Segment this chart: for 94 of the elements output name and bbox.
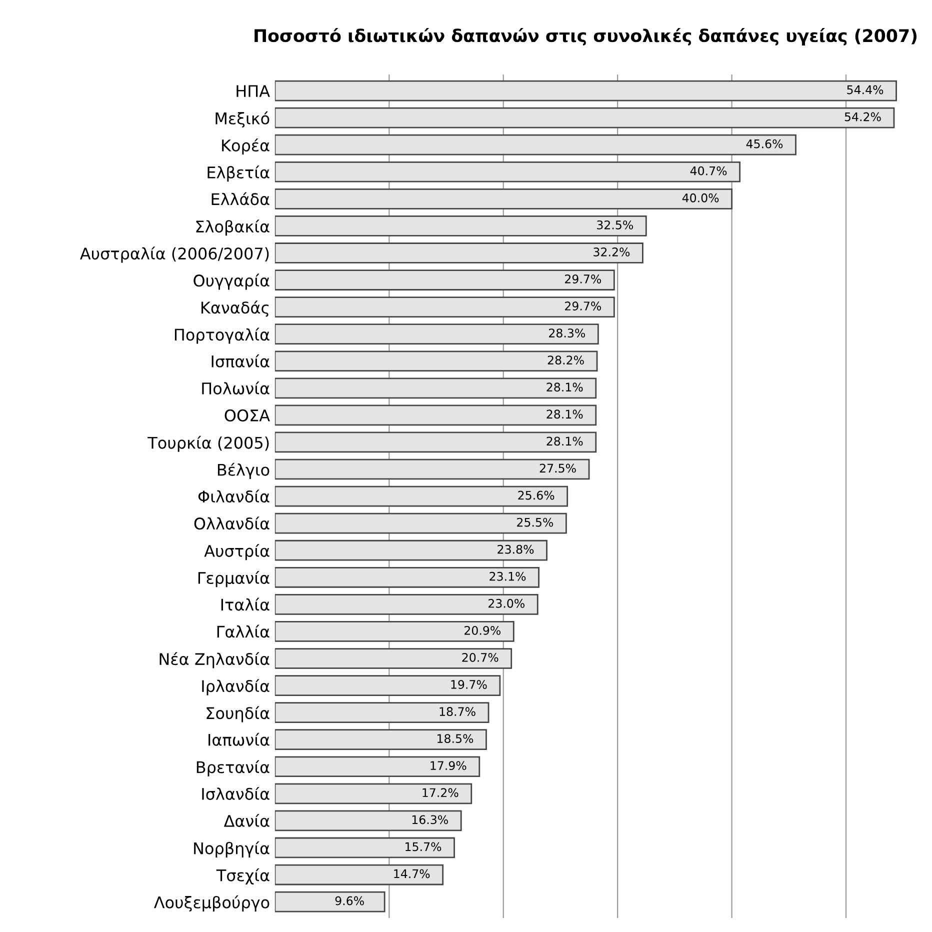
y-tick-label: Τσεχία: [216, 868, 270, 884]
data-label: 29.7%: [565, 302, 602, 310]
y-tick-label: Κορέα: [222, 138, 270, 155]
data-label: 18.7%: [440, 707, 476, 716]
y-tick-label: Βρετανία: [196, 760, 270, 776]
y-tick-label: ΗΠΑ: [236, 85, 270, 97]
y-tick-label: Γερμανία: [198, 571, 270, 588]
bar: [274, 621, 514, 642]
y-tick-label: Λουξεμβούργο: [154, 895, 270, 912]
data-label: 17.9%: [430, 761, 466, 770]
bar: [274, 810, 462, 832]
bar: [274, 756, 480, 778]
data-label: 9.6%: [335, 896, 364, 906]
data-label: 17.2%: [422, 788, 458, 798]
chart-title: Ποσοστό ιδιωτικών δαπανών στις συνολικές δαπάνες υγείας (2007): [254, 28, 917, 46]
y-tick-label: Φιλανδία: [198, 490, 270, 503]
y-tick-label: Πολωνία: [202, 381, 270, 394]
bar: [274, 404, 597, 426]
data-label: 40.0%: [682, 193, 719, 202]
y-tick-label: Νορβηγία: [194, 841, 270, 858]
bar: [274, 864, 444, 886]
bar: [274, 161, 740, 182]
bar: [274, 80, 897, 102]
data-label: 20.7%: [462, 652, 498, 662]
bar: [274, 648, 512, 669]
y-tick-label: Καναδάς: [202, 300, 268, 317]
data-label: 28.1%: [546, 410, 583, 419]
data-label: 40.7%: [690, 166, 727, 176]
bar: [274, 837, 455, 858]
y-tick-label: Ιταλία: [221, 598, 270, 611]
data-label: 16.3%: [412, 815, 448, 824]
data-label: 32.5%: [597, 220, 633, 230]
y-tick-label: Πορτογαλία: [174, 328, 270, 344]
bar: [274, 566, 540, 588]
y-tick-label: Γαλλία: [217, 624, 270, 638]
data-label: 25.6%: [518, 490, 554, 500]
y-tick-label: Ελλάδα: [212, 192, 270, 206]
bar: [274, 350, 598, 372]
y-tick-label: Μεξικό: [216, 111, 270, 128]
y-tick-label: Αυστραλία (2006/2007): [80, 246, 269, 263]
y-tick-label: Νέα Ζηλανδία: [160, 652, 270, 668]
y-tick-label: Ελβετία: [208, 165, 270, 182]
y-tick-label: Ουγγαρία: [194, 274, 270, 290]
data-label: 45.6%: [746, 139, 783, 148]
data-label: 54.4%: [847, 85, 884, 94]
bar: [274, 458, 590, 480]
bar: [274, 378, 597, 399]
bar: [274, 107, 895, 128]
data-label: 28.2%: [548, 356, 584, 365]
bar: [274, 432, 597, 453]
y-tick-label: Ιρλανδία: [202, 679, 270, 696]
y-tick-label: Σουηδία: [206, 706, 270, 722]
y-tick-label: Αυστρία: [204, 544, 270, 560]
y-tick-label: Τουρκία (2005): [148, 436, 269, 452]
bar: [274, 296, 615, 318]
bar: [274, 675, 501, 696]
bar: [274, 188, 732, 210]
bar: [274, 512, 567, 534]
bar: [274, 324, 599, 345]
data-label: 27.5%: [540, 464, 576, 473]
data-label: 15.7%: [406, 842, 442, 852]
data-label: 32.2%: [594, 247, 630, 256]
bar: [274, 486, 568, 507]
bar: [274, 783, 472, 804]
bar: [274, 594, 538, 615]
data-label: 29.7%: [565, 274, 602, 284]
data-label: 23.1%: [490, 572, 526, 581]
data-label: 23.8%: [498, 544, 534, 554]
y-tick-label: Δανία: [224, 814, 270, 827]
data-label: 25.5%: [517, 518, 554, 527]
data-label: 28.3%: [549, 328, 586, 338]
data-label: 19.7%: [451, 680, 487, 689]
bar: [274, 702, 490, 723]
data-label: 28.1%: [546, 382, 583, 392]
y-tick-label: ΟΟΣΑ: [224, 409, 270, 422]
bar: [274, 270, 615, 290]
y-tick-label: Ισπανία: [212, 354, 270, 368]
data-label: 20.9%: [464, 626, 501, 635]
y-tick-label: Σλοβακία: [196, 220, 270, 236]
bar: [274, 242, 644, 264]
data-label: 28.1%: [546, 436, 583, 446]
bar: [274, 729, 487, 750]
data-label: 54.2%: [844, 112, 881, 122]
data-label: 23.0%: [488, 598, 524, 608]
y-tick-label: Ολλανδία: [194, 516, 270, 530]
data-label: 14.7%: [394, 869, 430, 878]
bar: [274, 134, 796, 156]
bar: [274, 891, 386, 912]
data-label: 18.5%: [438, 734, 474, 744]
y-tick-label: Ισλανδία: [202, 786, 270, 800]
bar: [274, 540, 548, 561]
bar: [274, 216, 647, 236]
y-tick-label: Ιαπωνία: [208, 732, 270, 746]
y-tick-label: Βέλγιο: [218, 462, 270, 479]
